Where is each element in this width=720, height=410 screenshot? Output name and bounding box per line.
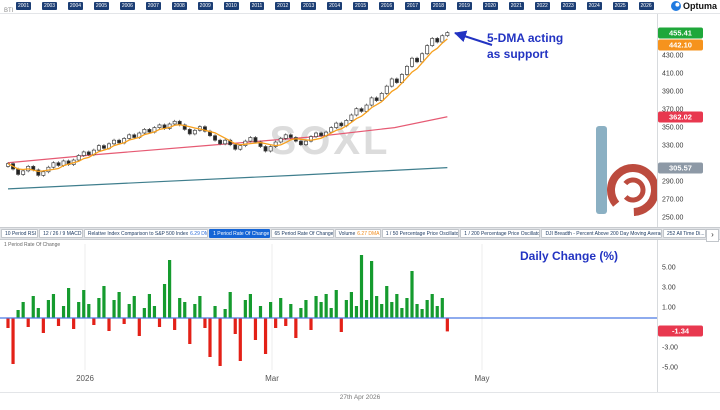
year-tab[interactable]: 2022 bbox=[534, 2, 550, 10]
tool-tab-label: 65 Period Rate Of Change bbox=[274, 230, 334, 237]
optuma-logo-icon bbox=[670, 1, 681, 11]
price-chart[interactable]: SOXL bbox=[0, 14, 657, 226]
year-tab[interactable]: 2001 bbox=[16, 2, 32, 10]
year-tab[interactable]: 2010 bbox=[223, 2, 239, 10]
year-tabs: 2001 2003 2004 2005 2006 2007 2008 2009 2010 2011… bbox=[16, 2, 654, 10]
price-tick: 270.00 bbox=[662, 196, 684, 204]
year-tab[interactable]: 2024 bbox=[586, 2, 602, 10]
tool-tab-label: 12 / 26 / 9 MACD bbox=[43, 230, 82, 237]
tool-tab-label: DJI Breadth - Percent Above 200 Day Movi… bbox=[545, 230, 662, 237]
optuma-logo-text: Optuma bbox=[682, 1, 717, 11]
year-tab[interactable]: 2008 bbox=[171, 2, 187, 10]
year-tab[interactable]: 2020 bbox=[482, 2, 498, 10]
roc-chart[interactable] bbox=[0, 240, 657, 392]
price-badge[interactable]: 305.57 bbox=[658, 162, 703, 174]
roc-axis: 5.00 3.00 1.00 -3.00 -5.00 -1.34 bbox=[657, 240, 720, 392]
tool-tab[interactable]: 10 Period RSI bbox=[1, 229, 39, 238]
tool-tab[interactable]: 1 / 200 Percentage Price Oscillator bbox=[460, 229, 541, 238]
tool-tab[interactable]: DJI Breadth - Percent Above 200 Day Movi… bbox=[541, 229, 662, 238]
tool-tab-label: 10 Period RSI bbox=[5, 230, 37, 237]
year-tab[interactable]: 2005 bbox=[93, 2, 109, 10]
price-chart-layers bbox=[6, 31, 450, 190]
tool-tab[interactable]: 12 / 26 / 9 MACD bbox=[39, 229, 83, 238]
price-tick: 410.00 bbox=[662, 70, 684, 78]
roc-tick: -3.00 bbox=[662, 344, 678, 352]
tool-tab[interactable]: Volume 6.27 DMA bbox=[334, 229, 381, 238]
year-tab[interactable]: 2013 bbox=[301, 2, 317, 10]
roc-tick: 5.00 bbox=[662, 264, 676, 272]
axis-divider bbox=[657, 14, 658, 392]
price-tick: 390.00 bbox=[662, 88, 684, 96]
roc-panel-title: 1 Period Rate Of Change bbox=[4, 242, 61, 248]
tool-tab-label: 252 All Time Di... bbox=[666, 230, 705, 237]
price-tick: 430.00 bbox=[662, 52, 684, 60]
year-tab[interactable]: 2021 bbox=[508, 2, 524, 10]
tab-scroll-right-icon[interactable]: › bbox=[706, 229, 719, 242]
price-tick: 290.00 bbox=[662, 178, 684, 186]
footer-date: 27th Apr 2026 bbox=[339, 394, 381, 401]
annotation-arrow bbox=[454, 30, 493, 46]
year-tab[interactable]: 2012 bbox=[275, 2, 291, 10]
annotation-5dma[interactable]: 5-DMA acting as support bbox=[487, 30, 563, 62]
tool-tab[interactable]: 252 All Time Di... bbox=[662, 229, 707, 238]
header-divider bbox=[0, 13, 720, 14]
symbol-label: BTI bbox=[4, 8, 14, 14]
year-tab[interactable]: 2014 bbox=[327, 2, 343, 10]
price-tick: 250.00 bbox=[662, 214, 684, 222]
price-badge[interactable]: 362.02 bbox=[658, 111, 703, 123]
year-tab[interactable]: 2026 bbox=[638, 2, 654, 10]
year-tab[interactable]: 2006 bbox=[119, 2, 135, 10]
year-tab[interactable]: 2025 bbox=[612, 2, 628, 10]
tool-tab-label: Relative Index Comparison to S&P 500 Ind… bbox=[87, 230, 189, 237]
year-tab[interactable]: 2015 bbox=[353, 2, 369, 10]
roc-badge[interactable]: -1.34 bbox=[658, 325, 703, 337]
year-tab[interactable]: 2017 bbox=[404, 2, 421, 10]
year-tab[interactable]: 2004 bbox=[67, 2, 84, 10]
price-badge[interactable]: 442.10 bbox=[658, 39, 703, 51]
roc-tick: -5.00 bbox=[662, 364, 678, 372]
year-tab[interactable]: 2018 bbox=[430, 2, 447, 10]
year-tab[interactable]: 2011 bbox=[249, 2, 265, 10]
tool-tab-label: Volume bbox=[338, 230, 356, 237]
footer-divider bbox=[0, 392, 720, 393]
price-badge[interactable]: 455.41 bbox=[658, 27, 703, 39]
price-tick: 370.00 bbox=[662, 106, 684, 114]
price-tick: 330.00 bbox=[662, 142, 684, 150]
year-tab[interactable]: 2019 bbox=[456, 2, 472, 10]
optuma-logo: Optuma bbox=[670, 1, 717, 11]
tool-tab-suffix: 6.27 DMA bbox=[357, 230, 380, 237]
annotation-daily-change[interactable]: Daily Change (%) bbox=[520, 249, 619, 263]
year-tab[interactable]: 2016 bbox=[378, 2, 395, 10]
tool-tab-label: 1 Period Rate Of Change bbox=[213, 230, 270, 237]
year-tab[interactable]: 2023 bbox=[560, 2, 576, 10]
tool-tab[interactable]: 65 Period Rate Of Change bbox=[270, 229, 334, 238]
tool-tab-suffix: 6.29 DMA bbox=[190, 230, 207, 237]
year-tab[interactable]: 2003 bbox=[41, 2, 58, 10]
annotation-5dma-line2: as support bbox=[487, 47, 549, 61]
year-tab[interactable]: 2007 bbox=[145, 2, 161, 10]
roc-tick: 3.00 bbox=[662, 284, 676, 292]
tool-tabs-bar: 10 Period RSI 12 / 26 / 9 MACD Relative In… bbox=[0, 227, 720, 240]
tool-tab[interactable]: Relative Index Comparison to S&P 500 Ind… bbox=[83, 229, 209, 238]
year-tab[interactable]: 2009 bbox=[197, 2, 213, 10]
tool-tab-label: 1 / 50 Percentage Price Oscillator bbox=[385, 230, 460, 237]
price-axis: 430.00 410.00 390.00 370.00 350.00 330.00 290.… bbox=[657, 14, 720, 226]
roc-tick: 1.00 bbox=[662, 304, 676, 312]
annotation-5dma-line1: 5-DMA acting bbox=[487, 31, 564, 45]
roc-chart-layers bbox=[0, 244, 657, 370]
price-tick: 350.00 bbox=[662, 124, 684, 132]
tool-tab[interactable]: 1 / 50 Percentage Price Oscillator bbox=[381, 229, 460, 238]
brand-watermark-icon bbox=[596, 126, 657, 216]
tool-tab-label: 1 / 200 Percentage Price Oscillator bbox=[464, 230, 541, 237]
tool-tab[interactable]: 1 Period Rate Of Change bbox=[209, 229, 270, 238]
